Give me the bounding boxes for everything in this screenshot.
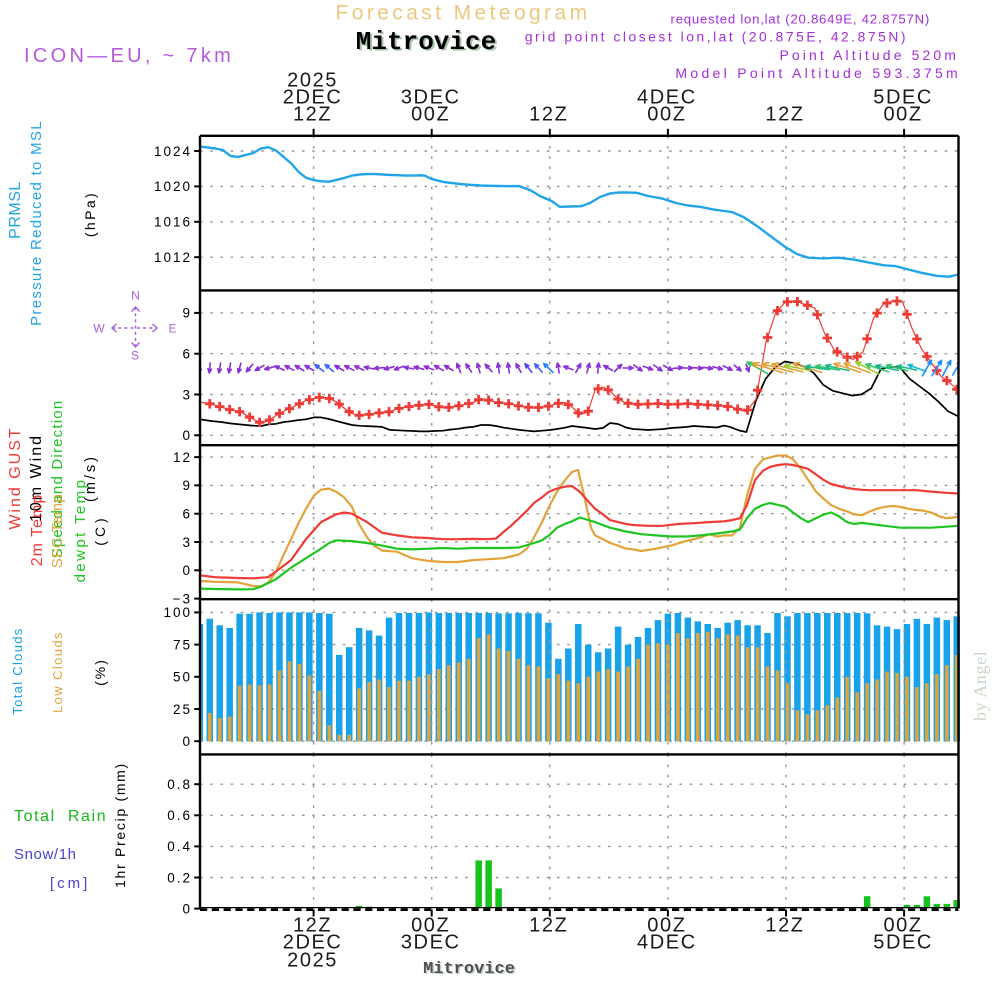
svg-text:0: 0: [182, 734, 192, 749]
svg-text:ICON—EU, ~ 7km: ICON—EU, ~ 7km: [24, 45, 234, 67]
svg-text:00Z: 00Z: [411, 915, 450, 937]
svg-text:6: 6: [182, 347, 192, 362]
svg-text:3DEC: 3DEC: [401, 932, 461, 954]
svg-text:00Z: 00Z: [883, 915, 922, 937]
svg-text:0.4: 0.4: [167, 839, 192, 854]
svg-text:12Z: 12Z: [293, 915, 332, 937]
svg-text:grid point closest lon,lat (20: grid point closest lon,lat (20.875E, 42.…: [525, 30, 908, 45]
svg-text:9: 9: [182, 478, 192, 493]
svg-text:1012: 1012: [154, 250, 192, 265]
svg-text:Forecast Meteogram: Forecast Meteogram: [336, 2, 591, 25]
svg-text:dewpt Temp: dewpt Temp: [72, 478, 89, 583]
svg-text:12Z: 12Z: [765, 104, 804, 126]
svg-text:75: 75: [173, 637, 192, 652]
svg-text:Total Rain: Total Rain: [14, 808, 107, 825]
svg-text:5DEC: 5DEC: [873, 932, 933, 954]
svg-text:00Z: 00Z: [883, 104, 922, 126]
svg-text:PRMSL: PRMSL: [7, 181, 24, 239]
svg-text:Pressure Reduced to MSL: Pressure Reduced to MSL: [28, 120, 45, 326]
svg-text:12Z: 12Z: [765, 915, 804, 937]
svg-text:00Z: 00Z: [411, 104, 450, 126]
svg-text:(hPa): (hPa): [82, 191, 98, 237]
svg-text:[cm]: [cm]: [50, 875, 90, 892]
svg-text:2025: 2025: [287, 950, 338, 972]
svg-text:0: 0: [182, 428, 192, 443]
svg-text:12Z: 12Z: [529, 104, 568, 126]
svg-text:0.8: 0.8: [167, 777, 192, 792]
svg-text:Model Point Altitude 593.375m: Model Point Altitude 593.375m: [675, 65, 961, 81]
svg-text:1024: 1024: [154, 144, 192, 159]
svg-text:50: 50: [173, 670, 192, 685]
svg-text:12Z: 12Z: [529, 915, 568, 937]
svg-text:3: 3: [182, 387, 192, 402]
svg-text:2m Temp: 2m Temp: [29, 494, 46, 567]
svg-text:S: S: [131, 349, 139, 363]
svg-text:3: 3: [182, 535, 192, 550]
svg-text:Point Altitude 520m: Point Altitude 520m: [779, 47, 959, 63]
svg-text:Low Clouds: Low Clouds: [50, 631, 65, 713]
svg-text:0.2: 0.2: [167, 870, 192, 885]
svg-text:00Z: 00Z: [647, 104, 686, 126]
svg-text:10m Wind: 10m Wind: [28, 434, 45, 522]
svg-text:12Z: 12Z: [293, 104, 332, 126]
svg-text:1020: 1020: [154, 179, 192, 194]
svg-text:9: 9: [182, 306, 192, 321]
svg-text:(m/s): (m/s): [83, 454, 99, 502]
svg-text:Mitrovice: Mitrovice: [425, 961, 517, 980]
svg-text:4DEC: 4DEC: [637, 932, 697, 954]
svg-text:100: 100: [163, 605, 192, 620]
svg-text:by Angel: by Angel: [970, 651, 990, 721]
svg-text:Total Clouds: Total Clouds: [10, 627, 25, 714]
svg-text:4DEC: 4DEC: [637, 87, 697, 109]
svg-text:1016: 1016: [154, 215, 192, 230]
svg-text:1hr Precip (mm): 1hr Precip (mm): [112, 762, 128, 888]
svg-text:0: 0: [182, 563, 192, 578]
svg-text:N: N: [131, 289, 140, 303]
svg-text:Speed and Direction: Speed and Direction: [49, 400, 66, 559]
svg-text:00Z: 00Z: [647, 915, 686, 937]
svg-text:Snow/1h: Snow/1h: [14, 846, 77, 863]
svg-text:25: 25: [173, 702, 192, 717]
svg-text:3DEC: 3DEC: [401, 87, 461, 109]
svg-text:Mitrovice: Mitrovice: [358, 29, 498, 59]
svg-text:12: 12: [173, 450, 192, 465]
svg-text:2DEC: 2DEC: [283, 87, 343, 109]
svg-text:W: W: [93, 322, 105, 336]
svg-text:Mitrovice: Mitrovice: [423, 960, 515, 979]
svg-text:(C): (C): [92, 514, 108, 545]
svg-text:2DEC: 2DEC: [283, 932, 343, 954]
svg-text:0: 0: [182, 901, 192, 916]
svg-text:5DEC: 5DEC: [873, 87, 933, 109]
svg-text:2025: 2025: [287, 70, 338, 92]
svg-text:E: E: [168, 322, 176, 336]
svg-text:6: 6: [182, 507, 192, 522]
svg-text:(%): (%): [92, 658, 108, 686]
svg-text:requested lon,lat (20.8649E, 4: requested lon,lat (20.8649E, 42.8757N): [671, 12, 930, 27]
svg-text:SFC Temp: SFC Temp: [49, 494, 66, 569]
svg-text:Mitrovice: Mitrovice: [356, 27, 496, 57]
svg-text:Wind GUST: Wind GUST: [7, 426, 24, 529]
svg-text:0.6: 0.6: [167, 808, 192, 823]
svg-text:−3: −3: [173, 591, 192, 606]
